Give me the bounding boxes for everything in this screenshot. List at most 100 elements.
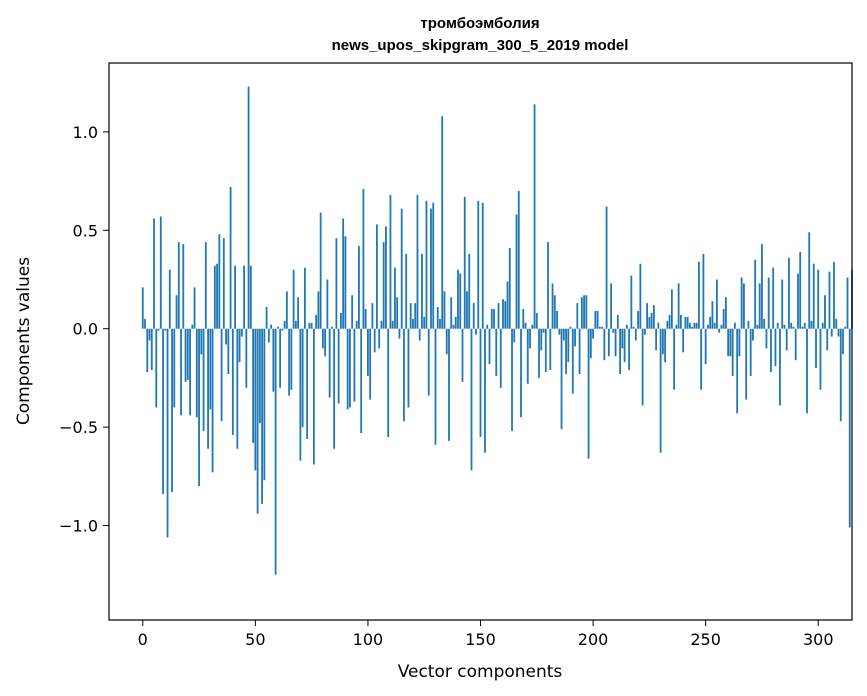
bar-7 [157, 328, 160, 331]
x-tick-label: 0 [138, 630, 148, 649]
bar-249 [702, 253, 705, 329]
bar-19 [184, 328, 187, 382]
bar-116 [403, 328, 405, 422]
bar-133 [441, 116, 444, 329]
bar-177 [540, 328, 543, 351]
bar-142 [461, 328, 464, 382]
bar-262 [731, 328, 734, 376]
bar-311 [842, 328, 844, 355]
bar-2 [146, 328, 149, 373]
bar-286 [785, 328, 788, 351]
bar-57 [270, 324, 273, 329]
bar-122 [416, 194, 419, 329]
bar-67 [292, 269, 295, 329]
bar-118 [407, 328, 410, 408]
bar-72 [303, 267, 306, 329]
y-axis-label: Components values [14, 257, 34, 425]
bar-48 [249, 265, 252, 329]
bar-209 [612, 328, 615, 333]
bar-86 [335, 238, 338, 329]
bar-194 [578, 328, 581, 374]
bar-277 [765, 328, 768, 349]
bar-60 [276, 326, 279, 329]
bar-123 [418, 328, 421, 341]
bar-144 [466, 291, 468, 329]
bar-201 [594, 310, 597, 329]
bar-155 [490, 309, 493, 329]
bar-69 [297, 297, 300, 329]
chart-title-word: тромбоэмболия [420, 15, 539, 32]
bar-62 [281, 328, 284, 331]
bar-97 [360, 328, 363, 434]
bar-196 [583, 295, 585, 329]
bar-53 [261, 328, 263, 504]
bar-195 [580, 297, 583, 329]
bar-276 [763, 318, 766, 329]
bar-265 [738, 328, 741, 357]
bar-46 [245, 328, 248, 388]
bar-44 [240, 328, 243, 337]
bar-94 [353, 328, 356, 402]
bar-109 [387, 328, 390, 437]
bar-263 [734, 322, 736, 329]
bar-227 [652, 305, 655, 329]
bar-124 [421, 253, 423, 329]
bar-269 [747, 320, 750, 329]
bar-25 [198, 328, 200, 487]
bar-170 [524, 322, 527, 329]
bar-233 [666, 320, 669, 329]
bar-197 [585, 295, 588, 329]
bar-74 [308, 322, 311, 329]
bar-52 [258, 328, 261, 424]
bar-211 [616, 314, 619, 329]
bar-8 [159, 216, 162, 329]
bar-314 [848, 328, 851, 528]
bar-290 [794, 328, 797, 361]
bar-288 [790, 322, 793, 329]
bar-18 [182, 244, 185, 329]
bar-210 [614, 328, 617, 357]
bar-152 [484, 328, 486, 453]
bar-164 [511, 328, 513, 432]
bar-33 [216, 263, 218, 329]
bar-313 [846, 277, 849, 329]
bar-47 [247, 86, 250, 329]
x-tick-label: 300 [803, 630, 834, 649]
bar-205 [603, 328, 606, 361]
bar-272 [754, 259, 757, 329]
bar-138 [452, 324, 455, 329]
bar-106 [380, 320, 383, 329]
bar-165 [513, 328, 516, 343]
bar-273 [756, 324, 759, 329]
bar-68 [294, 320, 297, 329]
bar-55 [265, 307, 268, 329]
bar-283 [779, 328, 781, 406]
bar-98 [362, 188, 365, 329]
bar-50 [254, 328, 257, 471]
bar-3 [148, 328, 151, 341]
bar-172 [529, 328, 531, 349]
bar-107 [382, 242, 385, 329]
plot-area-frame [108, 62, 853, 621]
bar-219 [634, 328, 637, 341]
bar-15 [175, 295, 178, 329]
bar-278 [767, 277, 770, 329]
bar-127 [427, 328, 430, 396]
bar-224 [646, 303, 649, 329]
bar-32 [213, 265, 216, 329]
bar-91 [346, 328, 349, 410]
x-axis-label: Vector components [398, 662, 563, 682]
bar-92 [349, 328, 351, 408]
bar-105 [378, 328, 381, 349]
x-tick-label: 50 [245, 630, 265, 649]
y-tick-label: −0.5 [59, 418, 98, 437]
bar-159 [499, 328, 502, 388]
bar-275 [761, 244, 763, 329]
bar-5 [153, 218, 155, 329]
bar-174 [533, 104, 536, 329]
bar-268 [745, 328, 748, 400]
bar-51 [256, 328, 259, 514]
bar-252 [709, 316, 712, 329]
bar-125 [423, 316, 426, 329]
